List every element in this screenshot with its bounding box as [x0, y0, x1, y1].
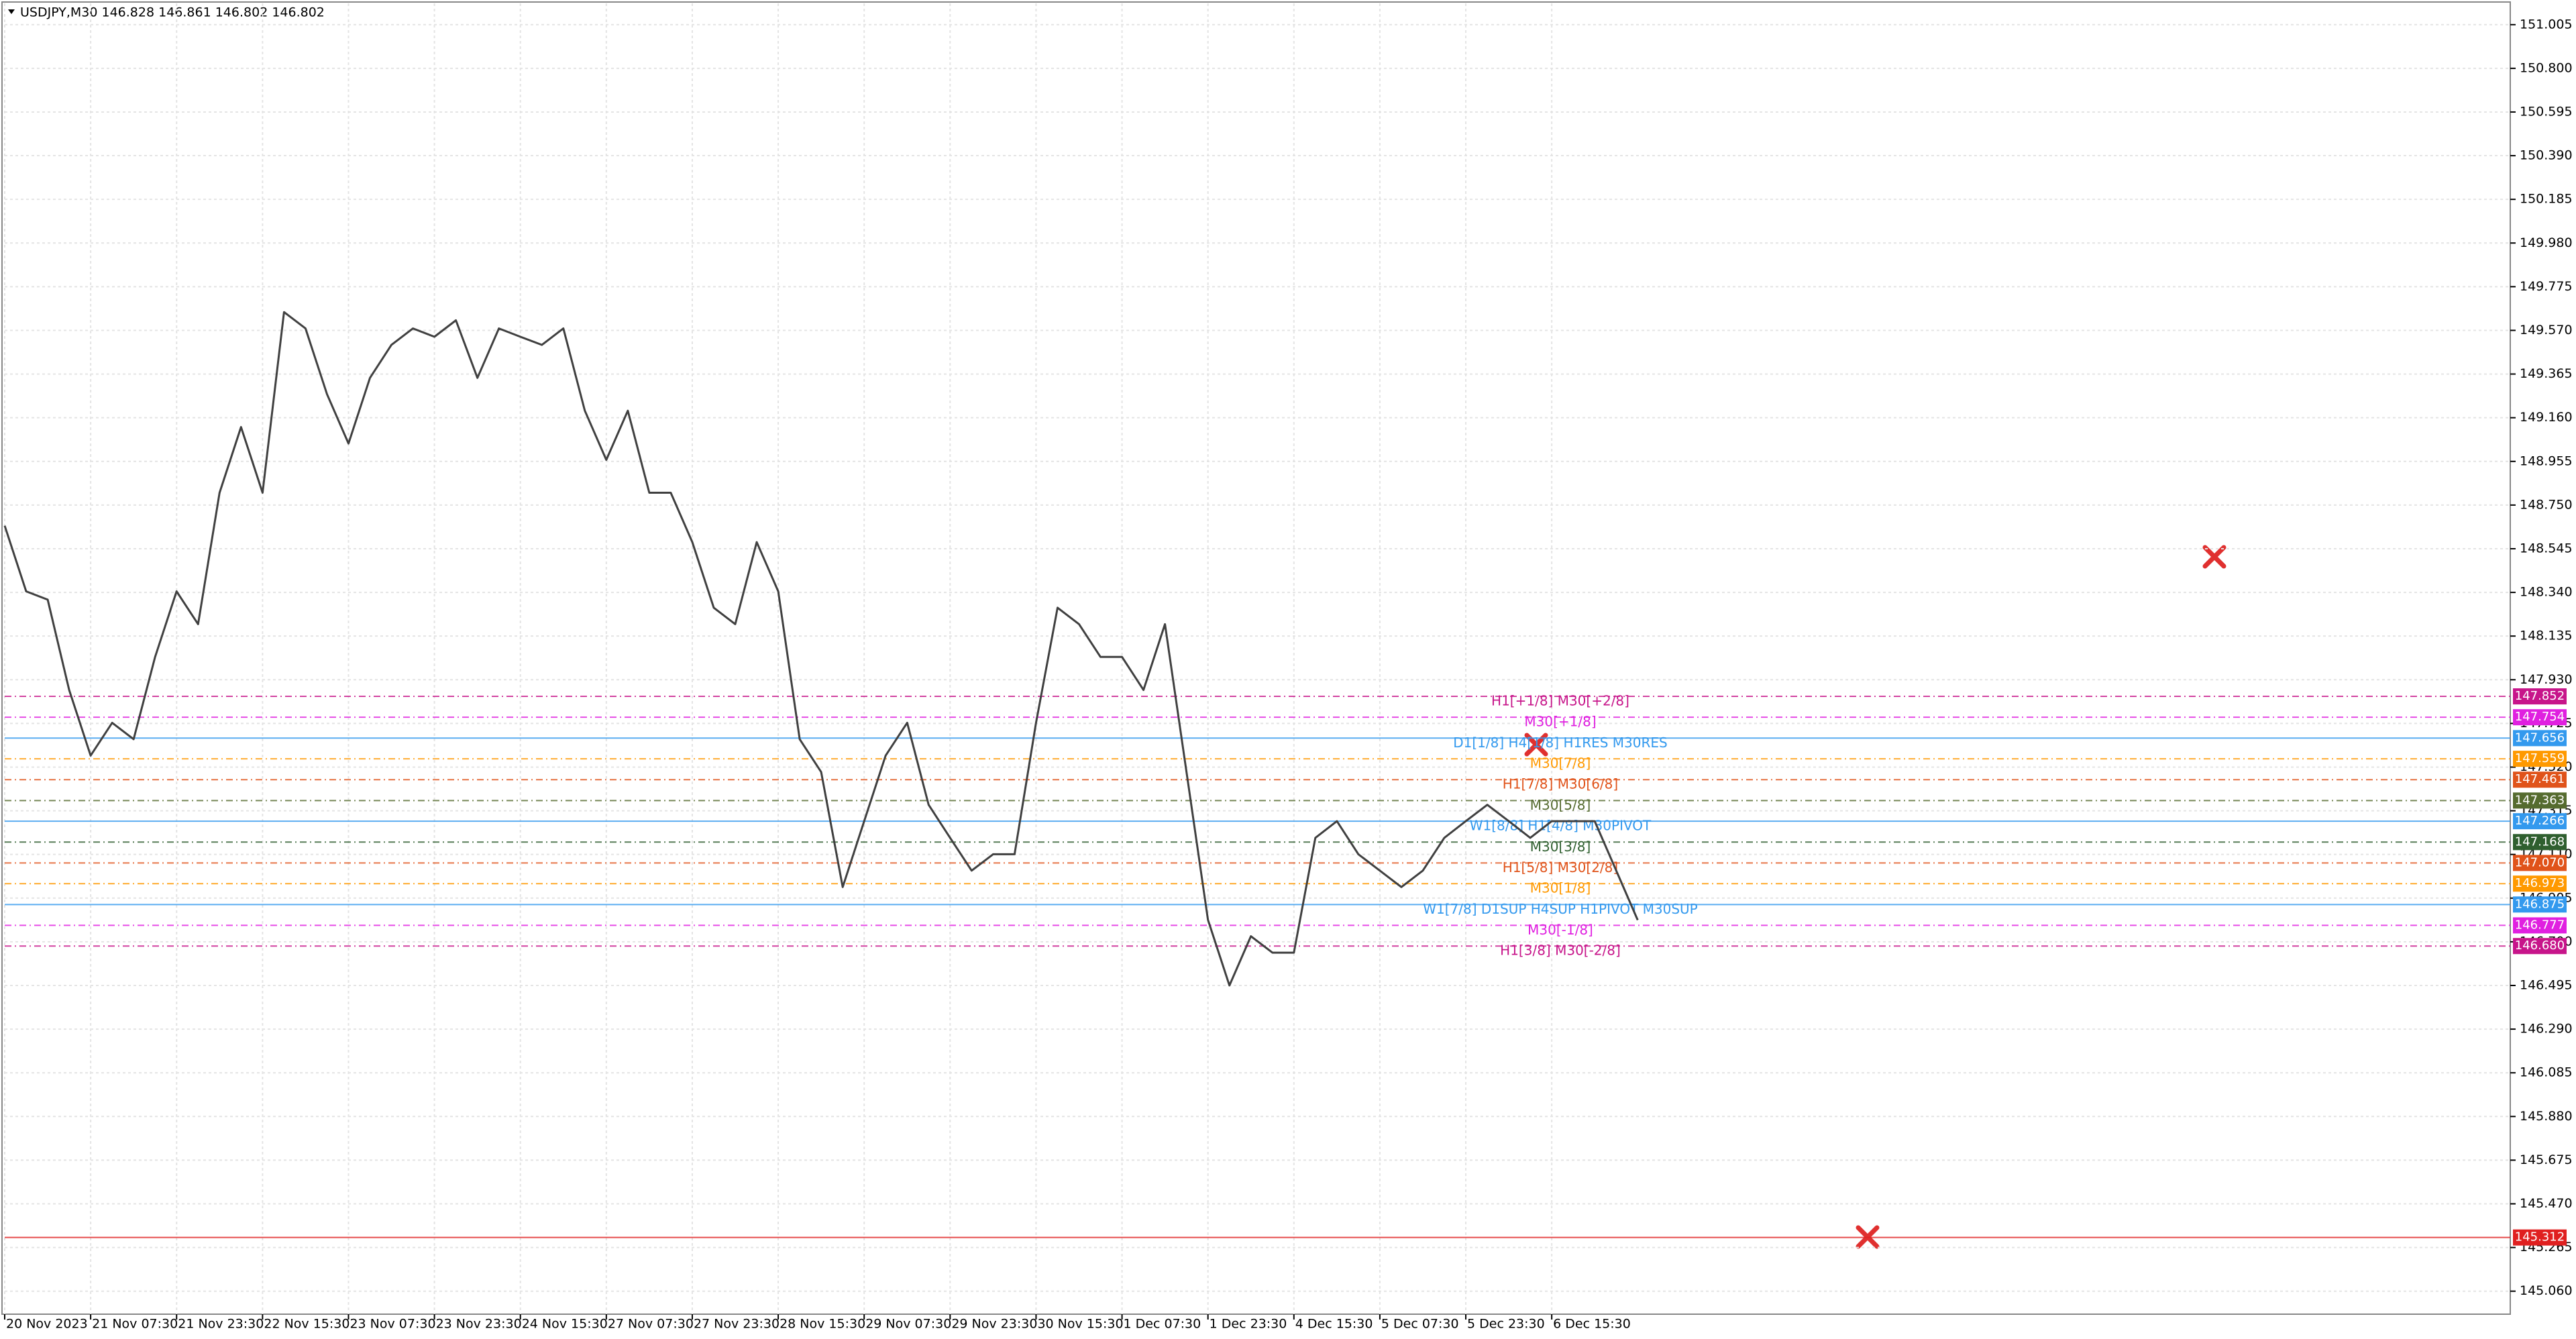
level-price-label: 147.559 — [2515, 751, 2565, 765]
x-tick-label: 1 Dec 23:30 — [1210, 1317, 1287, 1332]
level-price-label: 147.656 — [2515, 731, 2565, 745]
y-tick-label: 145.675 — [2520, 1153, 2573, 1167]
x-tick-label: 28 Nov 15:30 — [780, 1317, 865, 1332]
level-text: M30[-1/8] — [1527, 922, 1593, 938]
cross-marker — [2202, 545, 2226, 569]
level-text: D1[1/8] H4[1/8] H1RES M30RES — [1453, 735, 1667, 751]
y-tick-label: 146.290 — [2520, 1022, 2573, 1036]
x-tick-label: 6 Dec 15:30 — [1553, 1317, 1631, 1332]
x-tick-label: 23 Nov 23:30 — [436, 1317, 522, 1332]
level-price-box — [2513, 896, 2567, 913]
x-tick-label: 5 Dec 23:30 — [1467, 1317, 1545, 1332]
y-tick-label: 147.930 — [2520, 672, 2573, 687]
y-tick-label: 146.495 — [2520, 977, 2573, 992]
level-price-box — [2513, 688, 2567, 705]
x-tick-label: 29 Nov 07:30 — [865, 1317, 951, 1332]
level-price-box — [2513, 751, 2567, 767]
x-tick-label: 23 Nov 07:30 — [350, 1317, 435, 1332]
x-tick-label: 21 Nov 23:30 — [178, 1317, 264, 1332]
level-price-label: 146.680 — [2515, 939, 2565, 953]
y-tick-label: 150.800 — [2520, 60, 2573, 75]
y-tick-label: 150.595 — [2520, 104, 2573, 119]
y-tick-label: 150.185 — [2520, 192, 2573, 207]
level-text: W1[8/8] H1[4/8] M30PIVOT — [1470, 818, 1652, 834]
y-tick-label: 150.390 — [2520, 148, 2573, 163]
chart-title: USDJPY,M30 146.828 146.861 146.802 146.8… — [20, 5, 325, 20]
level-price-label: 147.168 — [2515, 835, 2565, 849]
level-price-box — [2513, 792, 2567, 809]
y-tick-label: 151.005 — [2520, 17, 2573, 32]
level-price-label: 147.754 — [2515, 710, 2565, 724]
level-text: H1[7/8] M30[6/8] — [1503, 776, 1618, 792]
y-tick-label: 148.750 — [2520, 497, 2573, 512]
level-price-box — [2513, 917, 2567, 934]
y-tick-label: 149.365 — [2520, 366, 2573, 381]
level-price-box — [2513, 709, 2567, 726]
level-price-box — [2513, 771, 2567, 788]
y-tick-label: 149.775 — [2520, 279, 2573, 294]
x-tick-label: 22 Nov 15:30 — [264, 1317, 350, 1332]
x-tick-label: 21 Nov 07:30 — [92, 1317, 178, 1332]
level-text: H1[3/8] M30[-2/8] — [1500, 943, 1621, 959]
level-price-box — [2513, 855, 2567, 871]
y-tick-label: 145.470 — [2520, 1196, 2573, 1211]
x-tick-label: 30 Nov 15:30 — [1037, 1317, 1123, 1332]
level-price-label: 146.875 — [2515, 897, 2565, 911]
level-price-label: 147.070 — [2515, 855, 2565, 869]
level-text: H1[5/8] M30[2/8] — [1503, 859, 1618, 875]
level-price-label: 146.777 — [2515, 918, 2565, 932]
y-tick-label: 148.955 — [2520, 453, 2573, 468]
x-tick-label: 1 Dec 07:30 — [1124, 1317, 1201, 1332]
x-tick-label: 29 Nov 23:30 — [951, 1317, 1037, 1332]
x-tick-label: 4 Dec 15:30 — [1295, 1317, 1373, 1332]
level-price-label: 147.363 — [2515, 793, 2565, 807]
x-tick-label: 5 Dec 07:30 — [1381, 1317, 1459, 1332]
y-tick-label: 148.545 — [2520, 541, 2573, 555]
level-price-label: 147.266 — [2515, 814, 2565, 828]
level-price-box — [2513, 813, 2567, 830]
level-price-label: 146.973 — [2515, 876, 2565, 890]
level-price-box — [2513, 875, 2567, 892]
level-text: H1[+1/8] M30[+2/8] — [1491, 693, 1629, 709]
level-price-label: 147.852 — [2515, 689, 2565, 703]
x-tick-label: 27 Nov 07:30 — [608, 1317, 694, 1332]
level-text: M30[+1/8] — [1524, 714, 1596, 730]
y-tick-label: 148.135 — [2520, 629, 2573, 643]
level-price-box — [2513, 1229, 2567, 1246]
price-line — [3, 311, 1639, 987]
level-text: M30[5/8] — [1530, 797, 1591, 813]
level-price-label: 147.461 — [2515, 772, 2565, 786]
plot-frame — [1, 1, 2511, 1315]
menu-triangle — [8, 9, 15, 14]
x-tick-label: 20 Nov 2023 — [6, 1317, 88, 1332]
level-price-box — [2513, 834, 2567, 851]
x-tick-label: 27 Nov 23:30 — [694, 1317, 780, 1332]
y-tick-label: 145.880 — [2520, 1109, 2573, 1124]
level-text: M30[7/8] — [1530, 755, 1591, 771]
level-text: M30[3/8] — [1530, 839, 1591, 855]
level-text: W1[7/8] D1SUP H4SUP H1PIVOT M30SUP — [1423, 901, 1698, 917]
level-text: M30[1/8] — [1530, 880, 1591, 896]
level-price-box — [2513, 938, 2567, 955]
grid — [4, 3, 2510, 1314]
level-price-label: 145.312 — [2515, 1230, 2565, 1244]
y-tick-label: 145.060 — [2520, 1283, 2573, 1298]
y-tick-label: 149.980 — [2520, 235, 2573, 250]
y-tick-label: 146.085 — [2520, 1065, 2573, 1080]
y-tick-label: 149.160 — [2520, 410, 2573, 425]
x-tick-label: 24 Nov 15:30 — [522, 1317, 608, 1332]
y-tick-label: 148.340 — [2520, 585, 2573, 600]
y-tick-label: 149.570 — [2520, 323, 2573, 337]
level-price-box — [2513, 730, 2567, 747]
